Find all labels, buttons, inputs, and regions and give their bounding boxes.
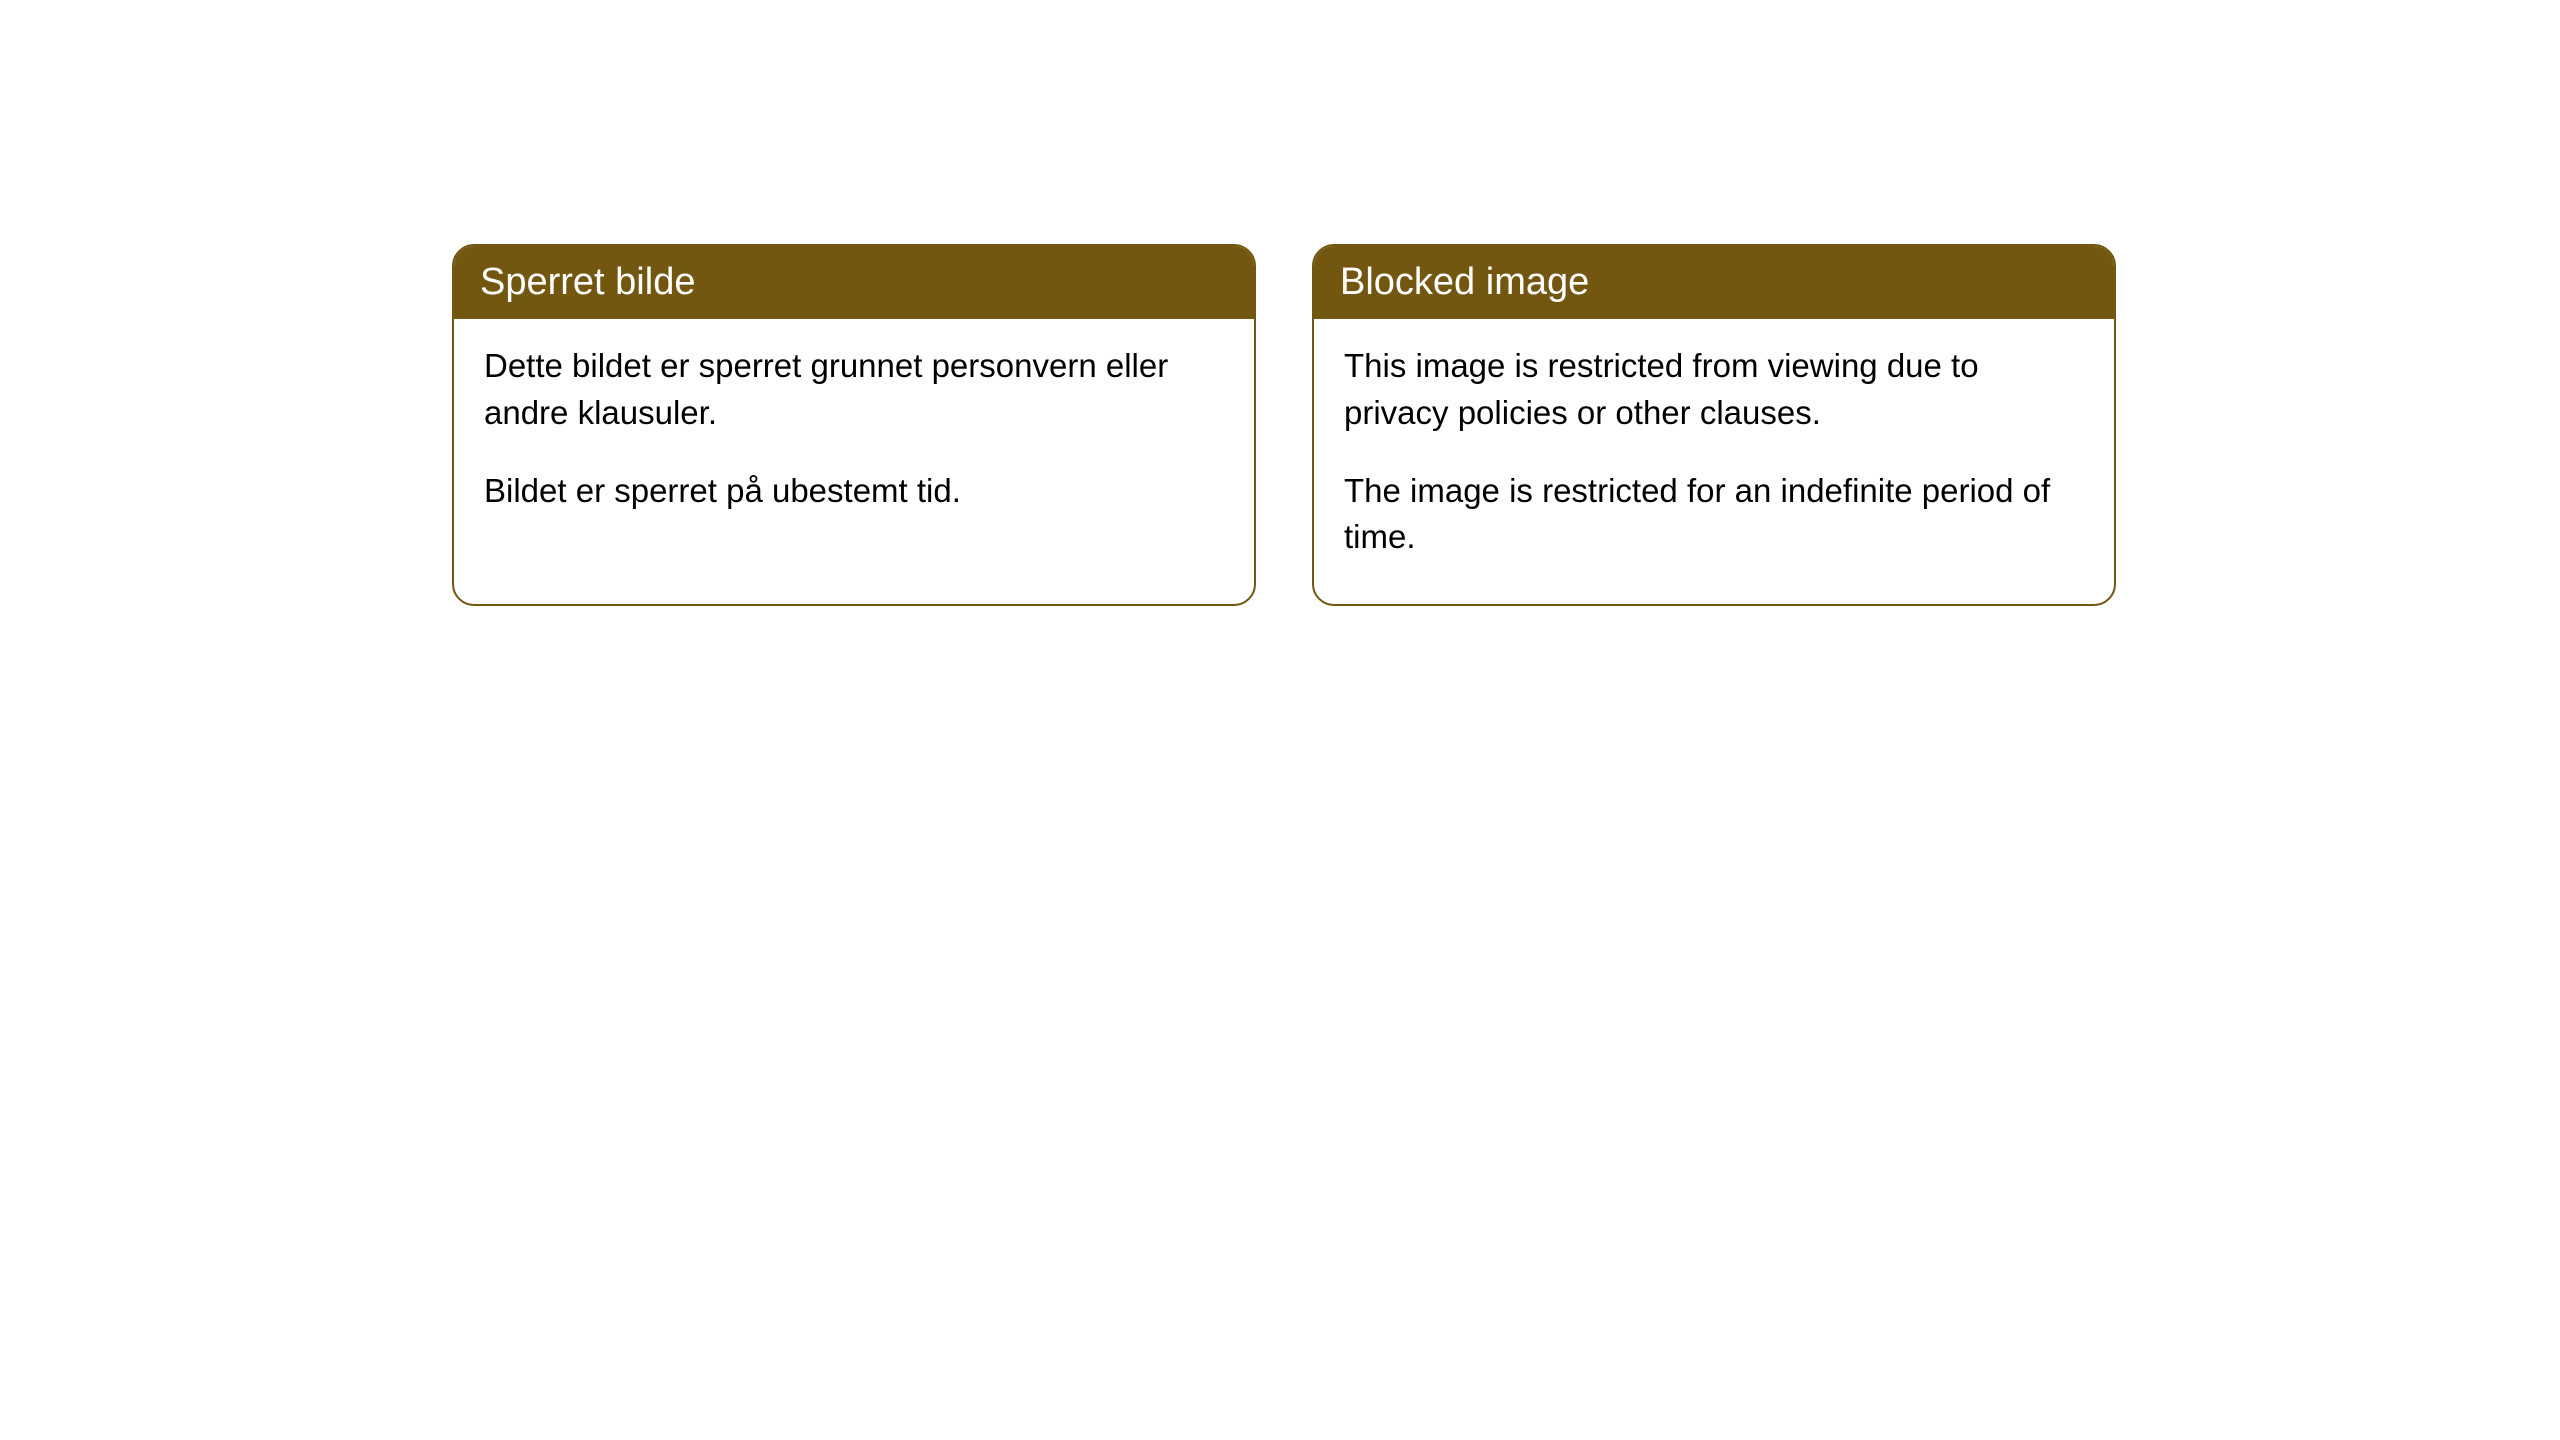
card-header-norwegian: Sperret bilde — [454, 246, 1254, 319]
card-body-english: This image is restricted from viewing du… — [1314, 319, 2114, 604]
card-paragraph: Bildet er sperret på ubestemt tid. — [484, 468, 1224, 514]
card-body-norwegian: Dette bildet er sperret grunnet personve… — [454, 319, 1254, 558]
card-paragraph: Dette bildet er sperret grunnet personve… — [484, 343, 1224, 435]
card-paragraph: This image is restricted from viewing du… — [1344, 343, 2084, 435]
card-paragraph: The image is restricted for an indefinit… — [1344, 468, 2084, 560]
notice-cards-container: Sperret bilde Dette bildet er sperret gr… — [0, 0, 2560, 606]
notice-card-norwegian: Sperret bilde Dette bildet er sperret gr… — [452, 244, 1256, 606]
notice-card-english: Blocked image This image is restricted f… — [1312, 244, 2116, 606]
card-header-english: Blocked image — [1314, 246, 2114, 319]
